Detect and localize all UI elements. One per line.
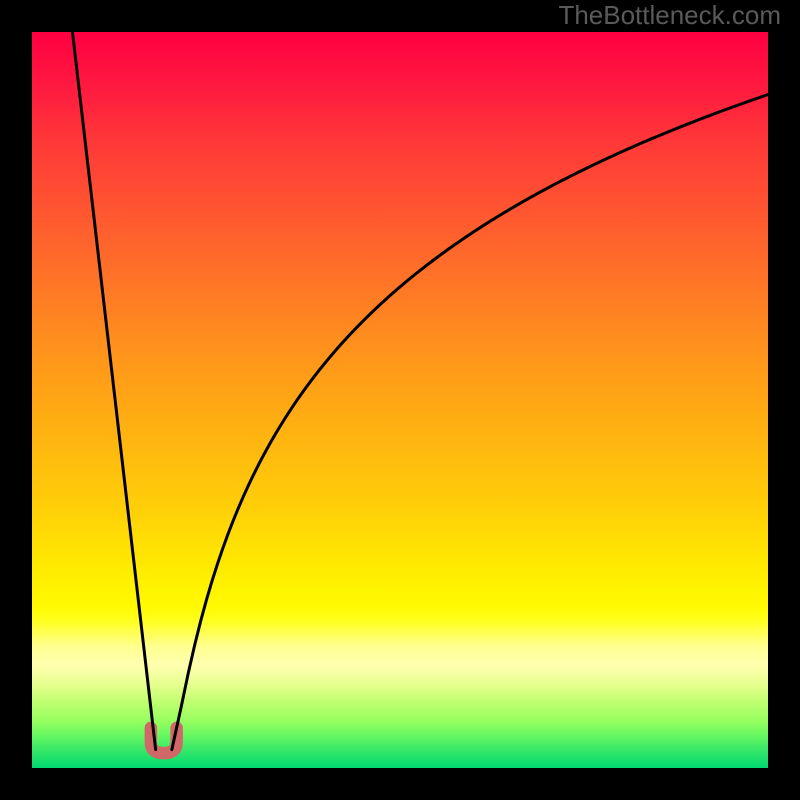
watermark-attribution: TheBottleneck.com	[558, 0, 781, 31]
chart-svg	[32, 32, 768, 768]
bottleneck-chart	[32, 32, 768, 768]
chart-background	[32, 32, 768, 768]
